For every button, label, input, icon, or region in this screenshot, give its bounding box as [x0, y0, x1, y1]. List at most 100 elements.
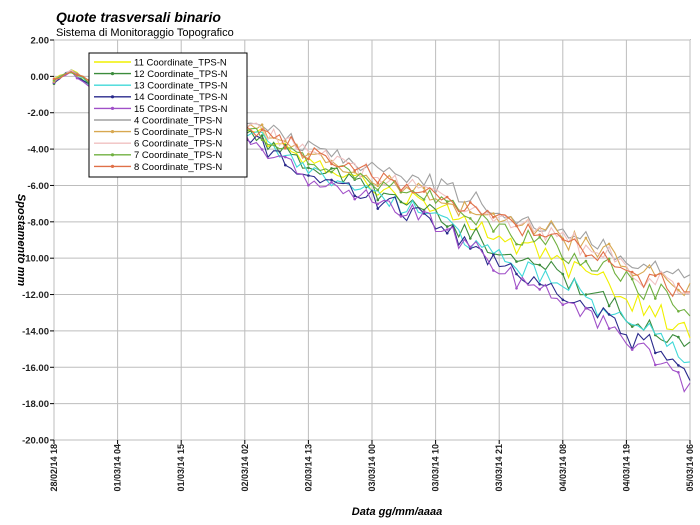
data-point — [492, 269, 495, 272]
legend-label: 11 Coordinate_TPS-N — [134, 57, 227, 68]
data-point — [284, 139, 287, 143]
legend: 11 Coordinate_TPS-N12 Coordinate_TPS-N13… — [88, 52, 248, 178]
data-point — [330, 178, 333, 182]
legend-label: 6 Coordinate_TPS-N — [134, 139, 222, 150]
x-tick-label: 01/03/14 04 — [113, 444, 123, 492]
data-point — [469, 211, 472, 214]
data-point — [260, 123, 264, 126]
legend-item: 12 Coordinate_TPS-N — [94, 69, 228, 80]
data-point — [677, 364, 680, 367]
data-point — [330, 170, 333, 174]
y-axis-title: Spostamento mm — [15, 194, 27, 287]
data-point — [515, 260, 518, 263]
data-point — [422, 186, 426, 190]
legend-marker — [110, 95, 115, 99]
data-point — [492, 253, 495, 256]
data-point — [677, 335, 680, 339]
legend-label: 8 Coordinate_TPS-N — [134, 162, 222, 173]
y-tick-label: -18.00 — [22, 399, 49, 410]
y-tick-label: -10.00 — [22, 254, 49, 265]
data-point — [538, 263, 541, 267]
data-point — [376, 184, 380, 187]
data-point — [561, 272, 565, 276]
x-tick-label: 03/03/14 00 — [367, 444, 377, 492]
data-point — [677, 310, 680, 313]
data-point — [399, 200, 403, 204]
x-tick-label: 04/03/14 08 — [558, 444, 568, 492]
data-point — [52, 77, 56, 81]
data-point — [492, 212, 495, 215]
data-point — [584, 236, 588, 240]
data-point — [677, 288, 680, 292]
data-point — [492, 216, 495, 219]
data-point — [376, 181, 380, 185]
data-point — [445, 228, 449, 231]
legend-item: 4 Coordinate_TPS-N — [94, 115, 222, 126]
x-axis-title: Data gg/mm/aaaa — [352, 506, 442, 518]
data-point — [307, 157, 310, 161]
chart-title: Quote trasversali binario — [56, 9, 221, 25]
data-point — [330, 167, 333, 170]
data-point — [445, 202, 449, 205]
y-tick-label: -4.00 — [27, 145, 49, 156]
data-point — [492, 230, 495, 233]
data-point — [469, 245, 472, 249]
data-point — [584, 306, 588, 310]
legend-marker — [110, 130, 115, 134]
data-point — [399, 215, 403, 218]
x-tick-label: 02/03/14 02 — [240, 444, 250, 492]
data-point — [445, 200, 449, 203]
data-point — [307, 162, 310, 166]
data-point — [469, 217, 472, 220]
axes: 2.00 0.00 -2.00 -4.00 -6.00 -8.00 -10.00 -12.00… — [15, 36, 695, 519]
y-tick-label: 0.00 — [31, 72, 50, 83]
data-point — [654, 363, 657, 367]
data-point — [630, 277, 634, 281]
legend-item: 7 Coordinate_TPS-N — [94, 150, 222, 161]
data-point — [330, 162, 333, 166]
y-tick-label: -12.00 — [22, 290, 49, 301]
data-point — [445, 231, 449, 235]
x-tick-label: 02/03/14 13 — [303, 444, 313, 492]
data-point — [353, 169, 357, 172]
data-point — [307, 174, 310, 177]
legend-item: 13 Coordinate_TPS-N — [94, 81, 228, 92]
x-tick-label: 03/03/14 10 — [431, 444, 441, 492]
data-point — [538, 235, 541, 239]
legend-marker — [110, 72, 115, 76]
data-point — [677, 371, 680, 374]
legend-item: 8 Coordinate_TPS-N — [94, 162, 222, 173]
data-point — [538, 233, 541, 237]
x-tick-label: 28/02/14 18 — [49, 444, 59, 492]
data-point — [561, 298, 565, 302]
data-point — [515, 272, 518, 276]
data-point — [607, 242, 611, 246]
legend-marker — [110, 106, 115, 110]
legend-marker — [110, 153, 115, 157]
data-point — [260, 134, 264, 137]
y-tick-label: 2.00 — [31, 36, 50, 47]
data-point — [677, 282, 680, 286]
data-point — [561, 238, 565, 241]
data-point — [376, 198, 380, 202]
data-point — [376, 207, 380, 210]
data-point — [469, 201, 472, 204]
data-point — [561, 257, 565, 261]
data-point — [307, 166, 310, 170]
data-point — [353, 197, 357, 201]
data-point — [307, 152, 310, 156]
data-point — [538, 288, 541, 291]
data-point — [561, 303, 565, 307]
chart-subtitle: Sistema di Monitoraggio Topografico — [56, 27, 234, 39]
y-tick-label: -6.00 — [27, 181, 49, 192]
data-point — [75, 76, 79, 80]
data-point — [422, 190, 426, 193]
data-point — [654, 351, 657, 355]
data-point — [445, 195, 449, 199]
data-point — [584, 254, 588, 258]
data-point — [538, 283, 541, 286]
x-tick-label: 03/03/14 21 — [494, 444, 504, 492]
legend-marker — [110, 164, 115, 168]
data-point — [284, 146, 287, 150]
